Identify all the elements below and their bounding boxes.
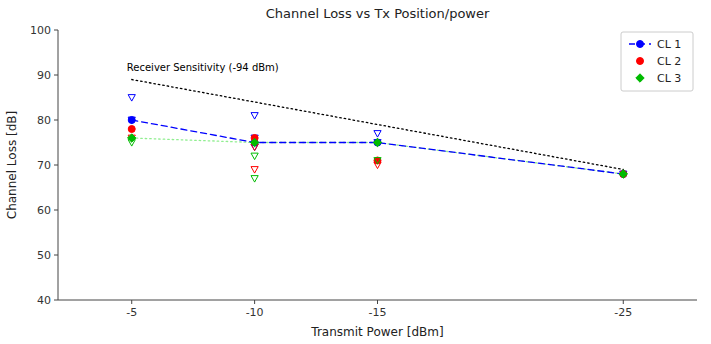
x-tick <box>254 300 255 304</box>
data-point <box>251 153 258 159</box>
series <box>128 126 627 178</box>
y-tick-label: 80 <box>37 114 51 127</box>
series <box>128 135 381 173</box>
data-point <box>251 176 258 182</box>
data-point <box>374 157 381 164</box>
x-tick-label: -15 <box>369 306 387 319</box>
series <box>132 138 624 174</box>
legend-label: CL 3 <box>657 72 681 85</box>
y-tick <box>54 75 58 76</box>
legend-box <box>621 32 693 91</box>
y-tick-label: 70 <box>37 159 51 172</box>
series <box>132 80 624 170</box>
x-tick-label: -10 <box>246 306 264 319</box>
data-point <box>374 131 381 137</box>
legend-label: CL 2 <box>657 55 681 68</box>
plot-area <box>128 80 628 183</box>
x-tick <box>623 300 624 304</box>
data-point <box>620 171 627 178</box>
series-line <box>132 80 624 170</box>
series-line <box>132 120 624 174</box>
y-tick <box>54 30 58 31</box>
x-tick-label: -5 <box>126 306 137 319</box>
data-point <box>128 117 135 124</box>
legend-marker <box>637 41 644 48</box>
x-axis-label: Transmit Power [dBm] <box>310 325 443 339</box>
annotation: Receiver Sensitivity (-94 dBm) <box>127 62 279 73</box>
series <box>128 95 627 178</box>
chart: Channel Loss vs Tx Position/power -5 -10 -1… <box>0 0 711 344</box>
legend-marker <box>636 74 644 82</box>
y-tick <box>54 165 58 166</box>
data-point <box>373 138 381 146</box>
y-axis-label: Channel Loss [dB] <box>5 111 19 219</box>
data-point <box>251 167 258 173</box>
chart-container: Channel Loss vs Tx Position/power -5 -10 -1… <box>0 0 711 344</box>
series <box>128 117 627 178</box>
y-tick <box>54 255 58 256</box>
data-point <box>374 158 381 164</box>
x-tick-label: -25 <box>614 306 632 319</box>
x-tick <box>131 300 132 304</box>
data-point <box>128 117 135 123</box>
data-point <box>251 113 258 119</box>
y-tick <box>54 300 58 301</box>
series <box>128 134 628 178</box>
y-tick <box>54 210 58 211</box>
series-line <box>132 138 624 174</box>
data-point <box>251 139 258 146</box>
data-point <box>374 139 381 146</box>
y-tick <box>54 120 58 121</box>
legend-marker <box>637 58 644 65</box>
legend: CL 1 CL 2 CL 3 <box>621 32 693 91</box>
y-tick-label: 60 <box>37 204 51 217</box>
title: Channel Loss vs Tx Position/power <box>266 6 490 21</box>
data-point <box>620 171 627 178</box>
data-point <box>619 170 627 178</box>
data-point <box>128 126 135 133</box>
data-point <box>128 140 135 146</box>
data-point <box>250 138 258 146</box>
y-tick-label: 50 <box>37 249 51 262</box>
legend-label: CL 1 <box>657 38 681 51</box>
y-tick-label: 100 <box>30 24 51 37</box>
y-tick-label: 90 <box>37 69 51 82</box>
data-point <box>128 95 135 101</box>
y-tick-label: 40 <box>37 294 51 307</box>
series <box>128 140 381 182</box>
x-tick <box>377 300 378 304</box>
